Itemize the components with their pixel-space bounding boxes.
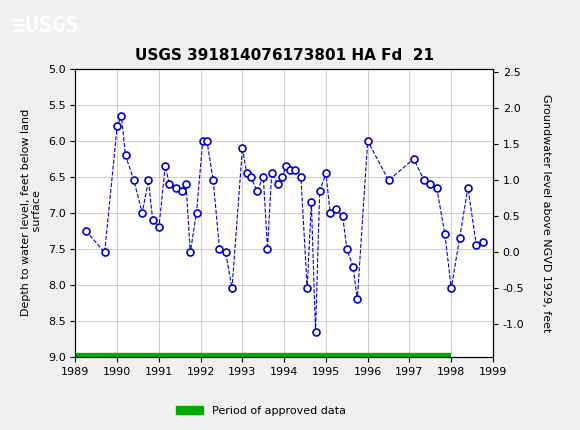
Title: USGS 391814076173801 HA Fd  21: USGS 391814076173801 HA Fd 21 [135, 49, 434, 64]
Y-axis label: Groundwater level above NGVD 1929, feet: Groundwater level above NGVD 1929, feet [541, 94, 551, 332]
Legend: Period of approved data: Period of approved data [171, 401, 351, 420]
Text: ≡USGS: ≡USGS [12, 16, 78, 36]
Y-axis label: Depth to water level, feet below land
 surface: Depth to water level, feet below land su… [21, 109, 42, 316]
